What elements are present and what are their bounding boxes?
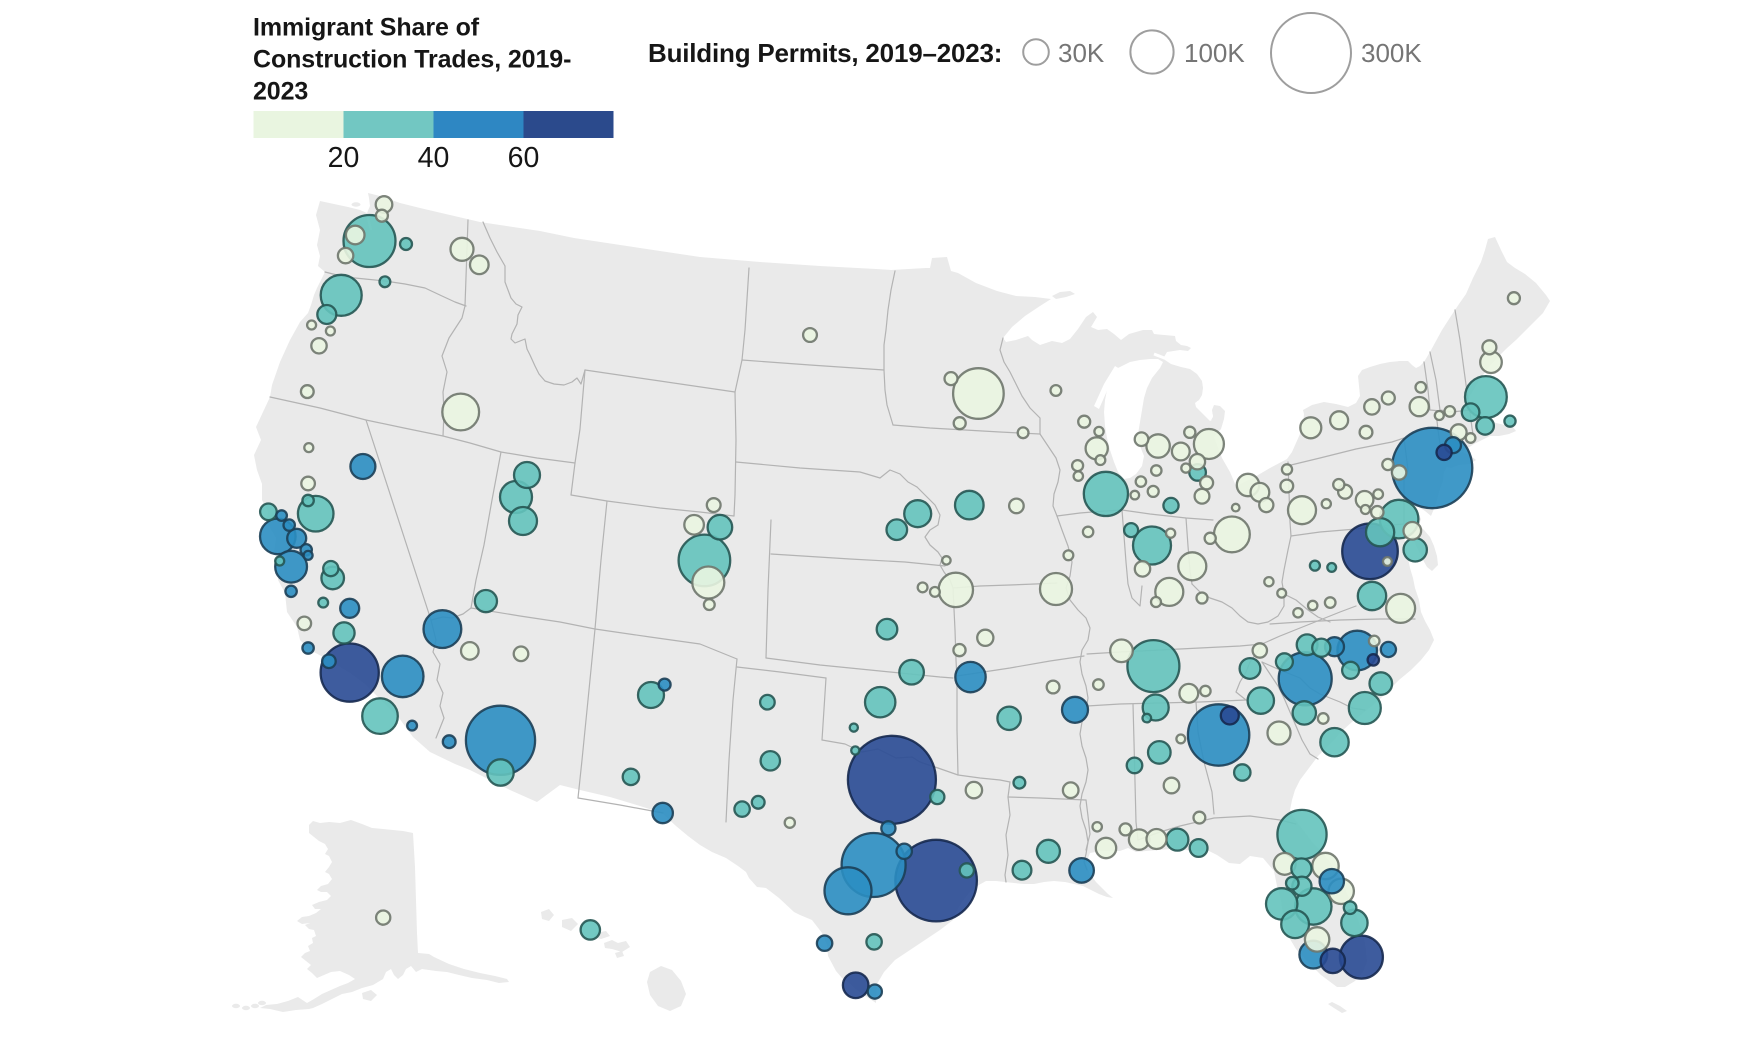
svg-text:Immigrant Share of: Immigrant Share of — [253, 14, 480, 42]
svg-text:Building Permits, 2019–2023:: Building Permits, 2019–2023: — [648, 38, 1002, 68]
svg-text:Construction Trades, 2019-: Construction Trades, 2019- — [253, 46, 571, 74]
svg-text:20: 20 — [328, 142, 360, 174]
svg-text:300K: 300K — [1361, 38, 1422, 68]
svg-text:30K: 30K — [1058, 38, 1105, 68]
svg-text:2023: 2023 — [253, 78, 308, 106]
svg-text:100K: 100K — [1184, 38, 1245, 68]
svg-text:40: 40 — [418, 142, 450, 174]
svg-text:60: 60 — [508, 142, 540, 174]
